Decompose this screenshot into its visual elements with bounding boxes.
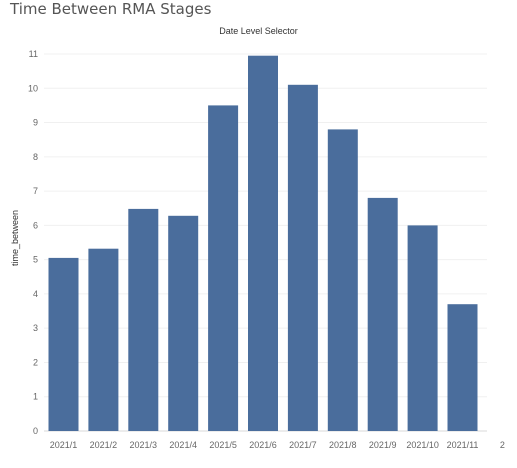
x-tick-label: 2021/6 bbox=[249, 440, 277, 450]
x-tick-label: 2021/5 bbox=[209, 440, 237, 450]
y-tick-label: 6 bbox=[33, 220, 38, 230]
y-tick-label: 2 bbox=[33, 357, 38, 367]
y-tick-label: 1 bbox=[33, 392, 38, 402]
y-tick-label: 8 bbox=[33, 152, 38, 162]
y-tick-label: 10 bbox=[28, 83, 38, 93]
x-tick-label: 2021/9 bbox=[369, 440, 397, 450]
y-tick-label: 9 bbox=[33, 118, 38, 128]
y-tick-label: 11 bbox=[29, 49, 38, 59]
y-tick-label: 0 bbox=[33, 426, 38, 436]
bar-2021-1[interactable] bbox=[48, 257, 79, 431]
x-axis-ticks: 2021/1 2021/2 2021/3 2021/4 2021/5 2021/6 2021… bbox=[50, 440, 505, 450]
x-tick-label: 2021/1 bbox=[50, 440, 78, 450]
bar-2021-2[interactable] bbox=[88, 248, 119, 431]
y-tick-label: 3 bbox=[33, 323, 38, 333]
y-axis-title: time_between bbox=[10, 210, 20, 266]
chart-title: Date Level Selector bbox=[219, 26, 298, 36]
bars bbox=[48, 55, 478, 432]
y-tick-label: 7 bbox=[33, 186, 38, 196]
bar-2021-6[interactable] bbox=[248, 55, 278, 431]
dashboard-title: Time Between RMA Stages bbox=[10, 0, 212, 18]
y-tick-label: 5 bbox=[33, 255, 38, 265]
x-tick-label: 2021/7 bbox=[289, 440, 317, 450]
bar-2021-5[interactable] bbox=[208, 105, 239, 432]
bar-2021-9[interactable] bbox=[367, 197, 398, 431]
bar-2021-8[interactable] bbox=[327, 129, 358, 431]
y-tick-label: 4 bbox=[33, 289, 38, 299]
x-tick-label: 2021/8 bbox=[329, 440, 357, 450]
bar-2021-11[interactable] bbox=[447, 304, 478, 431]
x-tick-label: 2021/2 bbox=[90, 440, 118, 450]
y-axis-ticks: 0 1 2 3 4 5 6 7 8 9 10 11 bbox=[28, 49, 38, 436]
bar-2021-4[interactable] bbox=[168, 215, 199, 431]
bar-2021-7[interactable] bbox=[287, 84, 318, 432]
x-tick-label: 2 bbox=[500, 440, 505, 450]
bar-2021-3[interactable] bbox=[128, 208, 159, 431]
x-tick-label: 2021/11 bbox=[447, 440, 479, 450]
x-tick-label: 2021/10 bbox=[406, 440, 439, 450]
bar-2021-10[interactable] bbox=[407, 225, 438, 431]
x-tick-label: 2021/4 bbox=[169, 440, 197, 450]
x-tick-label: 2021/3 bbox=[130, 440, 158, 450]
